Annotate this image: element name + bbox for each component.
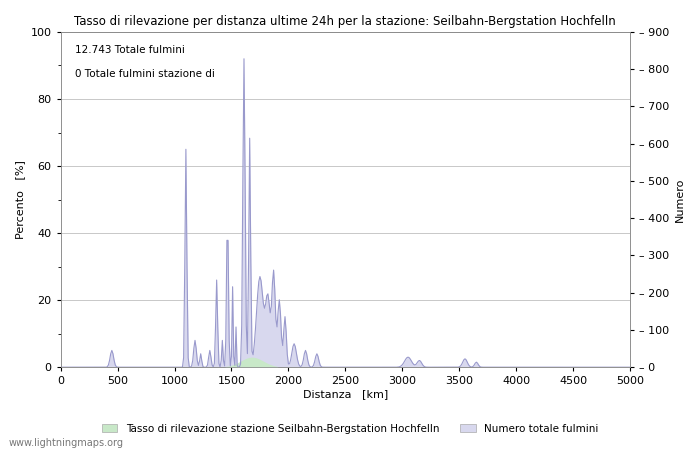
Title: Tasso di rilevazione per distanza ultime 24h per la stazione: Seilbahn-Bergstati: Tasso di rilevazione per distanza ultime… [74, 15, 616, 28]
Text: 12.743 Totale fulmini: 12.743 Totale fulmini [75, 45, 185, 55]
Text: www.lightningmaps.org: www.lightningmaps.org [8, 438, 123, 448]
Legend: Tasso di rilevazione stazione Seilbahn-Bergstation Hochfelln, Numero totale fulm: Tasso di rilevazione stazione Seilbahn-B… [102, 423, 598, 433]
X-axis label: Distanza   [km]: Distanza [km] [302, 389, 388, 399]
Y-axis label: Percento   [%]: Percento [%] [15, 160, 25, 239]
Text: 0 Totale fulmini stazione di: 0 Totale fulmini stazione di [75, 69, 215, 79]
Y-axis label: Numero: Numero [675, 177, 685, 222]
